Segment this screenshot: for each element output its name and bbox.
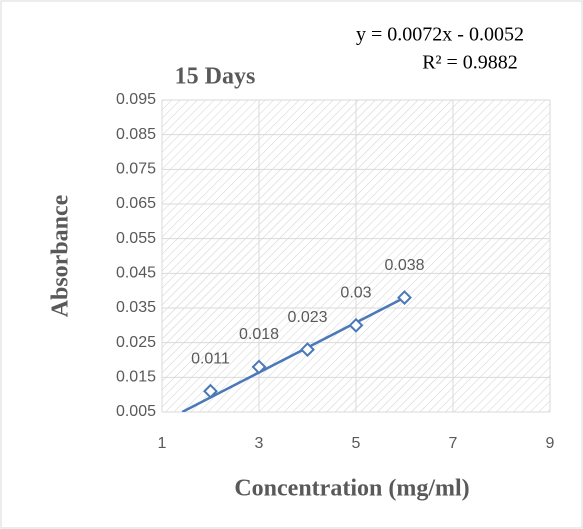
data-point (397, 290, 412, 306)
data-point (300, 342, 315, 358)
data-label: 0.018 (239, 326, 279, 343)
x-axis-title: Concentration (mg/ml) (234, 476, 469, 502)
data-label: 0.03 (340, 285, 371, 302)
y-tick-label: 0.085 (116, 126, 156, 143)
x-tick-label: 7 (449, 435, 458, 452)
r-squared: R² = 0.9882 (422, 52, 518, 74)
data-label: 0.011 (191, 350, 230, 367)
data-label: 0.023 (287, 309, 327, 326)
y-axis-title: Absorbance (48, 194, 74, 317)
chart-title: 15 Days (175, 64, 256, 90)
data-point (203, 383, 218, 399)
y-tick-label: 0.005 (116, 403, 156, 420)
x-tick-label: 9 (546, 435, 555, 452)
y-tick-label: 0.045 (116, 265, 156, 282)
x-tick-label: 3 (255, 435, 264, 452)
y-tick-label: 0.075 (116, 161, 156, 178)
data-point (348, 317, 364, 333)
y-tick-label: 0.095 (116, 91, 156, 108)
x-tick-label: 1 (158, 435, 167, 452)
x-tick-label: 5 (352, 435, 361, 452)
y-tick-label: 0.015 (116, 369, 156, 386)
data-point (251, 359, 267, 375)
data-label: 0.038 (384, 257, 424, 274)
y-tick-label: 0.035 (116, 299, 156, 316)
trendline (181, 296, 406, 412)
y-tick-label: 0.065 (116, 195, 156, 212)
trendline-equation: y = 0.0072x - 0.0052 (356, 24, 524, 46)
y-tick-label: 0.025 (116, 334, 156, 351)
y-tick-label: 0.055 (116, 230, 156, 247)
